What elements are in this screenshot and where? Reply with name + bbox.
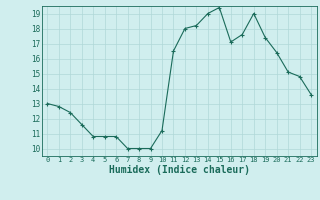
X-axis label: Humidex (Indice chaleur): Humidex (Indice chaleur)	[109, 165, 250, 175]
